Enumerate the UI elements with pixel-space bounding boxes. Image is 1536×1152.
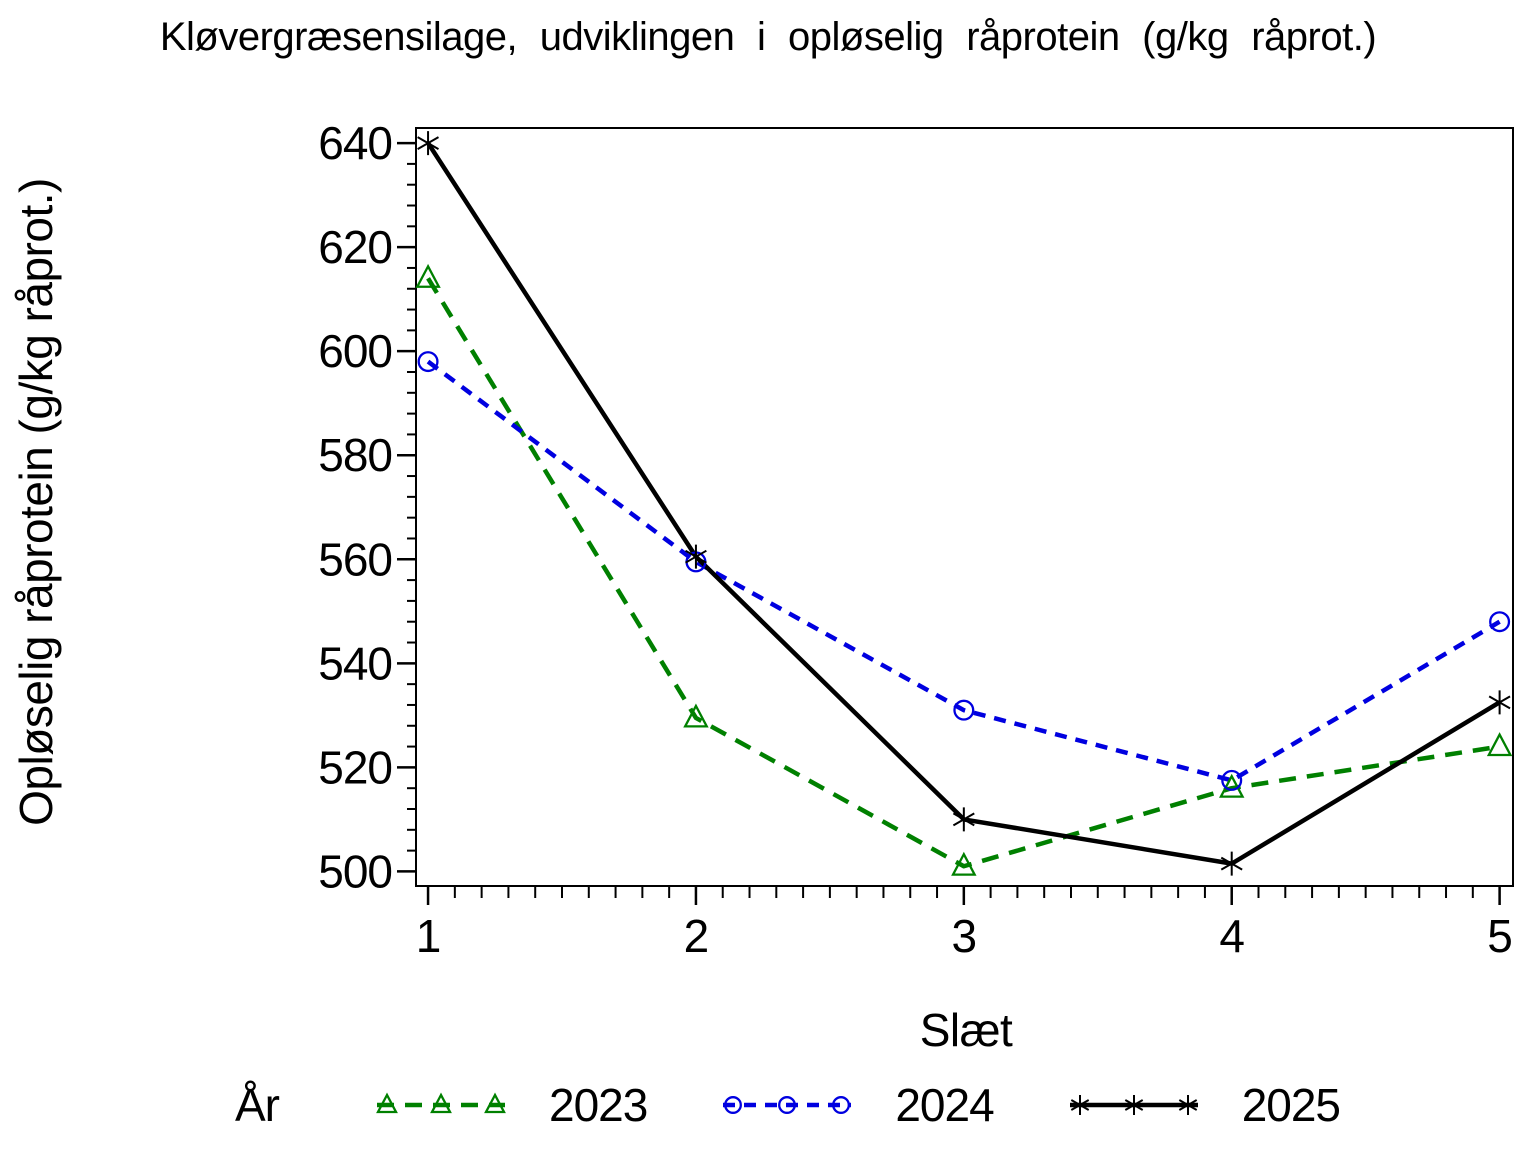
plot-series bbox=[415, 131, 1513, 876]
y-tick-label: 640 bbox=[318, 117, 392, 169]
marker-2024-slaet-1 bbox=[417, 351, 439, 373]
marker-2025-slaet-3 bbox=[952, 807, 975, 832]
y-tick-label: 540 bbox=[318, 637, 392, 689]
marker-2023-slaet-1 bbox=[415, 263, 441, 288]
marker-2023-slaet-5 bbox=[1486, 732, 1513, 757]
y-axis-title: Opløselig råprotein (g/kg råprot.) bbox=[10, 178, 62, 826]
legend-sample-line-icon bbox=[723, 1096, 852, 1114]
y-tick-label: 580 bbox=[318, 429, 392, 481]
marker-2025-slaet-1 bbox=[417, 131, 439, 156]
x-tick-label: 4 bbox=[1219, 910, 1244, 962]
legend-entry-2024: 2024 bbox=[721, 1078, 995, 1132]
legend-sample-marker bbox=[430, 1092, 452, 1114]
legend-sample-marker bbox=[778, 1096, 797, 1114]
x-tick-label: 3 bbox=[952, 910, 977, 962]
series-line-2024 bbox=[426, 359, 1501, 783]
legend-sample-marker bbox=[1124, 1095, 1143, 1115]
x-tick-label: 5 bbox=[1487, 910, 1512, 962]
marker-2024-slaet-5 bbox=[1489, 611, 1511, 633]
plot-frame: 500 520 540 560 580 600 620 640 1 2 3 4 5 bbox=[318, 117, 1514, 962]
series-line-2023 bbox=[426, 277, 1500, 869]
y-tick-label: 620 bbox=[318, 221, 392, 273]
legend-entry-2023: 2023 bbox=[375, 1078, 648, 1132]
legend-sample-marker bbox=[1178, 1095, 1197, 1115]
legend-sample-marker bbox=[832, 1096, 851, 1114]
y-tick-label: 500 bbox=[318, 845, 392, 897]
legend: År 2023 2024 2025 bbox=[235, 1076, 1341, 1134]
marker-2024-slaet-4 bbox=[1221, 769, 1243, 791]
legend-label: 2024 bbox=[895, 1079, 994, 1131]
marker-2025-slaet-4 bbox=[1220, 851, 1243, 876]
x-tick-label: 2 bbox=[684, 910, 709, 962]
marker-2023-slaet-4 bbox=[1219, 773, 1245, 798]
x-axis-title: Slæt bbox=[920, 1004, 1013, 1056]
legend-title: År bbox=[235, 1079, 280, 1131]
marker-2025-slaet-2 bbox=[685, 544, 707, 569]
legend-label: 2023 bbox=[549, 1079, 648, 1131]
x-tick-label: 1 bbox=[416, 910, 441, 962]
legend-sample-marker bbox=[1070, 1095, 1089, 1115]
legend-label: 2025 bbox=[1241, 1079, 1341, 1131]
marker-2025-slaet-5 bbox=[1488, 690, 1511, 715]
series-line-2025 bbox=[426, 141, 1501, 866]
legend-sample-marker bbox=[724, 1096, 743, 1114]
marker-2024-slaet-3 bbox=[953, 699, 975, 721]
legend-entry-2025: 2025 bbox=[1068, 1078, 1341, 1132]
marker-2023-slaet-3 bbox=[951, 851, 977, 876]
y-tick-label: 520 bbox=[318, 741, 392, 793]
legend-sample-marker bbox=[376, 1092, 398, 1114]
legend-sample-line-icon bbox=[376, 1092, 506, 1114]
legend-sample-line-icon bbox=[1069, 1095, 1198, 1115]
legend-sample-marker bbox=[484, 1092, 506, 1114]
y-tick-label: 560 bbox=[318, 533, 392, 585]
marker-2023-slaet-2 bbox=[683, 703, 709, 728]
y-tick-label: 600 bbox=[318, 325, 392, 377]
chart-title: Kløvergræsensilage, udviklingen i opløse… bbox=[160, 15, 1376, 59]
